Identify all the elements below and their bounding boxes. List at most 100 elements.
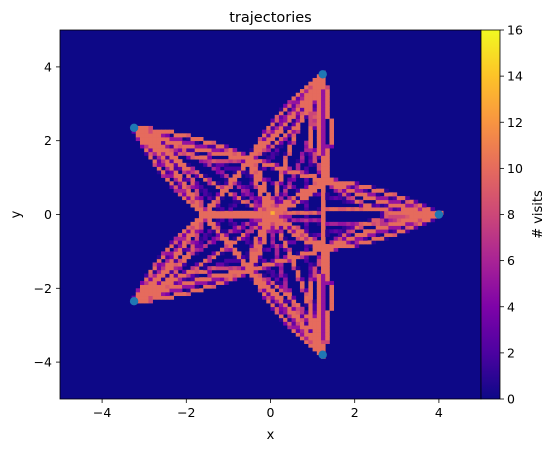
heatmap-cell: [270, 214, 276, 219]
heatmap-cell: [241, 159, 246, 164]
heatmap-cell: [161, 173, 166, 178]
heatmap-cell: [304, 210, 309, 215]
heatmap-cell: [304, 288, 309, 293]
heatmap-cell: [177, 166, 183, 171]
heatmap-cell: [384, 229, 389, 234]
heatmap-cell: [278, 284, 284, 289]
heatmap-cell: [207, 203, 212, 208]
heatmap-cell: [173, 251, 179, 256]
heatmap-cell: [363, 236, 368, 241]
heatmap-cell: [207, 273, 212, 278]
heatmap-cell: [194, 170, 200, 175]
heatmap-cell: [278, 262, 284, 267]
heatmap-cell: [215, 162, 221, 167]
heatmap-cell: [283, 236, 288, 241]
heatmap-cell: [312, 325, 318, 330]
heatmap-cell: [325, 170, 330, 175]
heatmap-cell: [228, 258, 233, 263]
heatmap-cell: [346, 221, 351, 226]
heatmap-cell: [417, 207, 423, 212]
heatmap-cell: [249, 177, 255, 182]
heatmap-cell: [350, 207, 356, 212]
heatmap-cell: [312, 184, 318, 190]
heatmap-cell: [241, 221, 246, 226]
heatmap-cell: [325, 310, 330, 315]
heatmap-cell: [321, 81, 326, 86]
heatmap-cell: [274, 122, 280, 127]
heatmap-cell: [321, 210, 326, 215]
heatmap-cell: [274, 181, 280, 186]
heatmap-cell: [274, 310, 280, 315]
x-tick-label: 0: [267, 405, 275, 420]
heatmap-cell: [186, 196, 191, 201]
heatmap-cell: [430, 210, 436, 215]
heatmap-cell: [211, 210, 217, 215]
heatmap-cell: [401, 196, 406, 201]
heatmap-cell: [253, 218, 259, 223]
heatmap-cell: [316, 262, 322, 267]
heatmap-cell: [190, 181, 196, 186]
heatmap-cell: [316, 269, 322, 274]
heatmap-cell: [287, 140, 292, 145]
heatmap-cell: [342, 207, 347, 212]
heatmap-cell: [270, 236, 276, 241]
heatmap-cell: [270, 129, 276, 134]
heatmap-cell: [291, 299, 297, 304]
heatmap-cell: [287, 199, 292, 204]
heatmap-cell: [266, 280, 271, 285]
heatmap-cell: [384, 192, 389, 197]
heatmap-cell: [232, 181, 238, 186]
heatmap-cell: [405, 225, 410, 230]
heatmap-cell: [316, 321, 322, 326]
heatmap-cell: [169, 155, 175, 160]
heatmap-cell: [358, 203, 364, 208]
heatmap-cell: [329, 196, 334, 201]
heatmap-cell: [194, 144, 200, 149]
heatmap-cell: [316, 137, 322, 142]
heatmap-cell: [249, 247, 255, 252]
heatmap-cell: [321, 332, 326, 337]
heatmap-cell: [224, 277, 229, 282]
heatmap-cell: [135, 295, 141, 300]
y-tick-label: −2: [34, 281, 52, 296]
heatmap-cell: [245, 199, 250, 204]
heatmap-cell: [287, 170, 292, 175]
heatmap-cell: [350, 199, 356, 204]
heatmap-cell: [215, 218, 221, 223]
heatmap-cell: [148, 299, 153, 304]
heatmap-cell: [283, 159, 288, 164]
heatmap-cell: [392, 221, 398, 226]
heatmap-cell: [156, 284, 162, 289]
heatmap-cell: [308, 155, 313, 160]
heatmap-cell: [316, 162, 322, 167]
heatmap-cell: [274, 225, 280, 230]
heatmap-cell: [262, 247, 267, 252]
heatmap-cell: [278, 221, 284, 226]
heatmap-cell: [169, 166, 175, 171]
heatmap-cell: [249, 262, 255, 267]
heatmap-cell: [350, 196, 356, 201]
heatmap-cell: [350, 225, 356, 230]
heatmap-cell: [287, 103, 292, 108]
heatmap-cell: [219, 218, 225, 223]
heatmap-cell: [253, 184, 259, 190]
heatmap-cell: [207, 196, 212, 201]
heatmap-cell: [144, 148, 149, 153]
heatmap-cell: [295, 192, 301, 197]
heatmap-cell: [139, 280, 145, 285]
heatmap-cell: [194, 181, 200, 186]
heatmap-cell: [169, 258, 175, 263]
heatmap-cell: [148, 269, 153, 274]
heatmap-cell: [152, 129, 158, 134]
heatmap-cell: [207, 144, 212, 149]
heatmap-cell: [169, 137, 175, 142]
heatmap-cell: [287, 133, 292, 138]
heatmap-cell: [207, 284, 212, 289]
heatmap-cell: [177, 133, 183, 138]
heatmap-cell: [262, 266, 267, 271]
heatmap-cell: [316, 129, 322, 134]
heatmap-cell: [358, 240, 364, 245]
heatmap-cell: [194, 155, 200, 160]
heatmap-cell: [203, 284, 208, 289]
